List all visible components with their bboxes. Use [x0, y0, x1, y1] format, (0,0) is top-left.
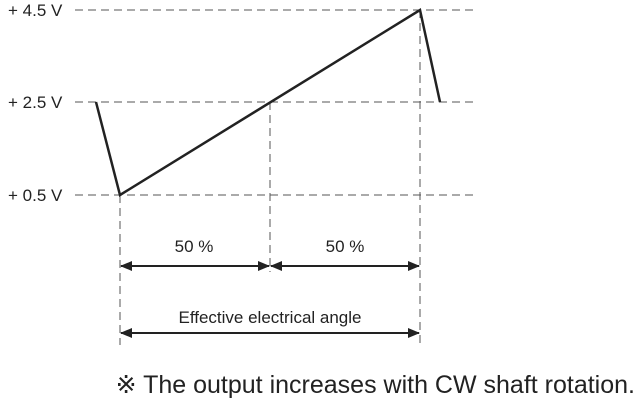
rotation-note: ※ The output increases with CW shaft rot… [116, 371, 635, 399]
segment-label-first: 50 % [175, 237, 214, 256]
effective-angle-label: Effective electrical angle [178, 308, 361, 327]
label-4-5v: + 4.5 V [8, 1, 63, 20]
segment-label-second: 50 % [326, 237, 365, 256]
label-0-5v: + 0.5 V [8, 186, 63, 205]
output-characteristic-line [94, 8, 442, 197]
label-2-5v: + 2.5 V [8, 93, 63, 112]
